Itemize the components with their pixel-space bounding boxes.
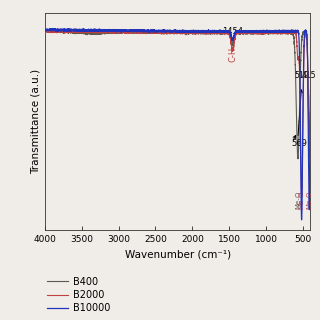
Line: B2000: B2000 <box>45 28 310 196</box>
B2000 <box>43 28 47 32</box>
B2000 <box>51 27 55 30</box>
Line: B10000: B10000 <box>45 29 310 220</box>
B10000 <box>140 28 144 32</box>
Text: C-H: C-H <box>228 46 237 61</box>
B400 <box>296 157 300 161</box>
B400 <box>212 31 216 35</box>
Text: 415: 415 <box>302 71 316 80</box>
B10000 <box>308 111 312 115</box>
B400 <box>112 30 116 34</box>
B2000 <box>151 31 155 35</box>
B10000 <box>97 28 101 32</box>
B400 <box>308 88 312 92</box>
B2000 <box>112 30 116 34</box>
B2000 <box>140 30 144 34</box>
B10000 <box>52 27 56 31</box>
Y-axis label: Transmittance (a.u.): Transmittance (a.u.) <box>31 69 41 174</box>
Line: B400: B400 <box>45 29 310 159</box>
B10000 <box>112 29 116 33</box>
Text: 569: 569 <box>292 139 308 148</box>
B10000 <box>151 29 155 33</box>
B2000 <box>300 194 304 197</box>
Text: Me-O: Me-O <box>306 191 312 209</box>
B400 <box>151 31 155 35</box>
Text: Me-O: Me-O <box>295 191 301 209</box>
B2000 <box>97 29 101 33</box>
B400 <box>97 30 101 34</box>
B10000 <box>295 29 299 33</box>
Legend: B400, B2000, B10000: B400, B2000, B10000 <box>47 276 111 313</box>
Text: Me-O: Me-O <box>299 191 305 209</box>
X-axis label: Wavenumber (cm⁻¹): Wavenumber (cm⁻¹) <box>124 250 231 260</box>
B10000 <box>43 28 47 32</box>
B400 <box>51 27 55 31</box>
B400 <box>295 137 299 141</box>
Text: 1454: 1454 <box>222 27 243 36</box>
B400 <box>140 31 144 35</box>
B400 <box>43 29 47 33</box>
B2000 <box>295 44 299 48</box>
B10000 <box>300 218 304 222</box>
B10000 <box>212 29 216 33</box>
B2000 <box>308 94 312 98</box>
Text: 519: 519 <box>294 71 309 80</box>
B2000 <box>212 30 216 34</box>
